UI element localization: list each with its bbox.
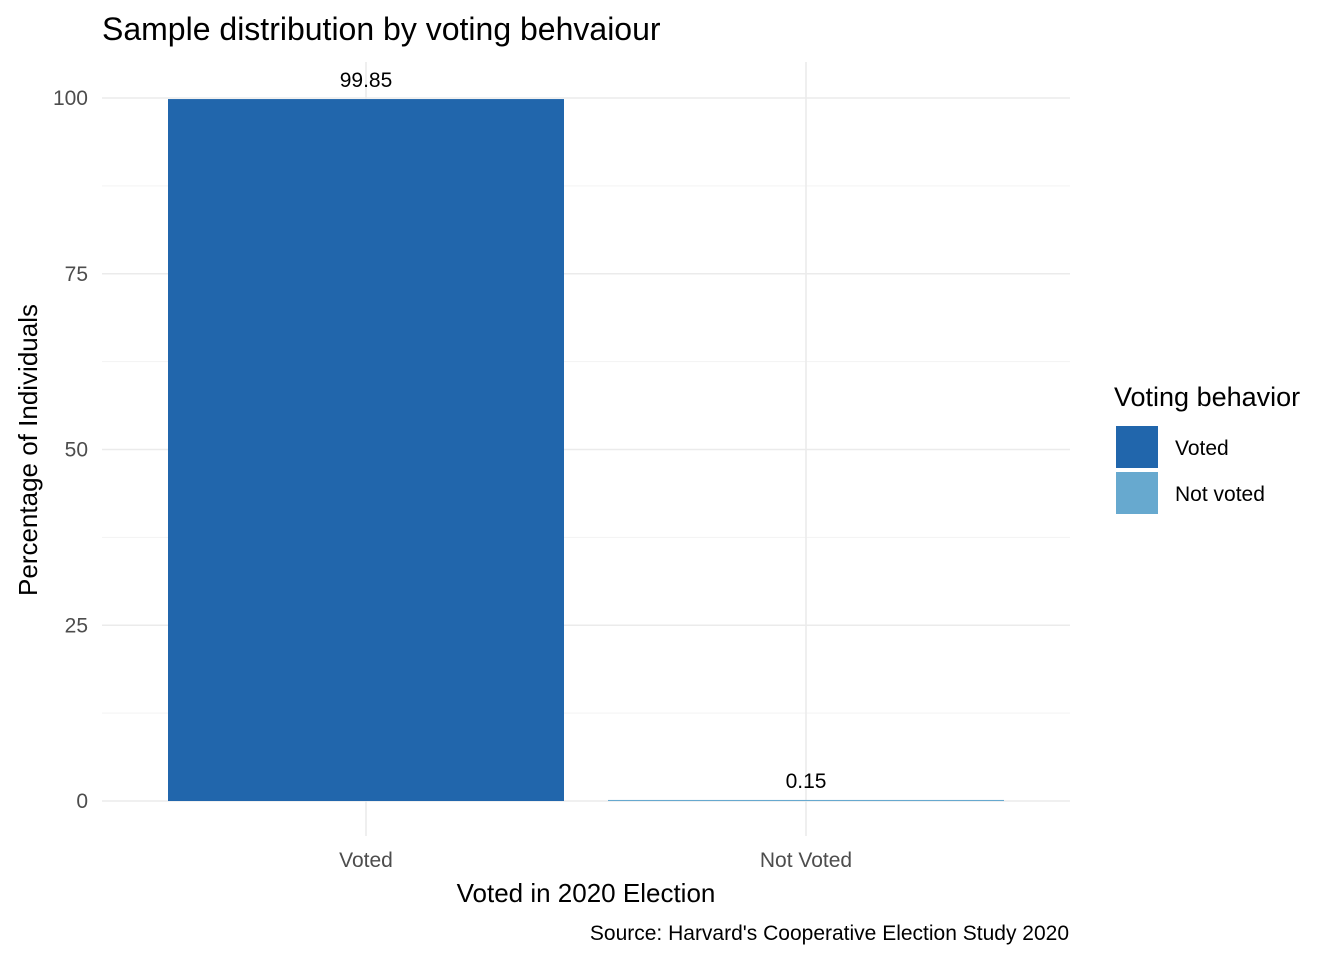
data-labels: 99.85 0.15 [340, 69, 827, 793]
y-axis-title: Percentage of Individuals [13, 304, 43, 596]
legend-entries: Voted Not voted [1116, 426, 1265, 514]
bar-voted [168, 99, 564, 801]
x-axis-ticks: Voted Not Voted [339, 849, 852, 872]
legend-label: Voted [1175, 437, 1229, 460]
x-axis-title: Voted in 2020 Election [457, 878, 716, 908]
y-tick-label: 75 [65, 263, 88, 286]
legend: Voting behavior Voted Not voted [1114, 382, 1300, 514]
y-tick-label: 100 [53, 87, 88, 110]
x-tick-label: Voted [339, 849, 393, 872]
y-tick-label: 25 [65, 614, 88, 637]
y-axis-ticks: 0 25 50 75 100 [53, 87, 88, 813]
legend-label: Not voted [1175, 483, 1265, 506]
legend-swatch [1116, 426, 1158, 468]
x-tick-label: Not Voted [760, 849, 852, 872]
bar-not-voted [608, 799, 1004, 801]
legend-title: Voting behavior [1114, 382, 1300, 412]
chart-caption: Source: Harvard's Cooperative Election S… [590, 922, 1069, 945]
data-label: 0.15 [786, 770, 827, 793]
y-tick-label: 50 [65, 439, 88, 462]
data-label: 99.85 [340, 69, 393, 92]
bars [168, 99, 1004, 801]
y-tick-label: 0 [76, 790, 88, 813]
chart-title: Sample distribution by voting behvaiour [102, 11, 661, 47]
legend-swatch [1116, 472, 1158, 514]
